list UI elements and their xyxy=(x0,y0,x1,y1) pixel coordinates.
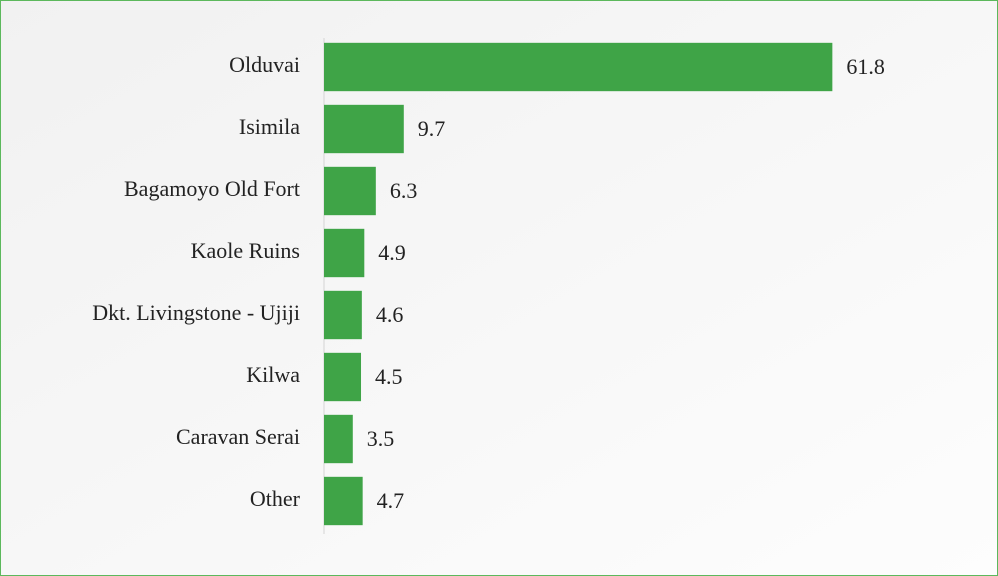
bar xyxy=(324,228,365,278)
category-label: Isimila xyxy=(239,114,300,139)
bar xyxy=(324,166,376,216)
category-label: Kaole Ruins xyxy=(191,238,300,263)
bar xyxy=(324,290,362,340)
value-label: 9.7 xyxy=(418,116,446,141)
value-label: 3.5 xyxy=(367,426,395,451)
category-label: Caravan Serai xyxy=(176,424,300,449)
bar xyxy=(324,42,833,92)
value-label: 4.9 xyxy=(378,240,406,265)
bar xyxy=(324,414,353,464)
category-label: Olduvai xyxy=(229,52,300,77)
category-label: Bagamoyo Old Fort xyxy=(124,176,300,201)
bar xyxy=(324,352,362,402)
value-label: 6.3 xyxy=(390,178,418,203)
bar xyxy=(324,104,404,154)
value-label: 61.8 xyxy=(846,54,885,79)
value-label: 4.5 xyxy=(375,364,403,389)
value-label: 4.7 xyxy=(377,488,405,513)
category-label: Kilwa xyxy=(246,362,300,387)
value-label: 4.6 xyxy=(376,302,404,327)
category-label: Dkt. Livingstone - Ujiji xyxy=(92,300,300,325)
category-label: Other xyxy=(250,486,301,511)
bar xyxy=(324,476,363,526)
